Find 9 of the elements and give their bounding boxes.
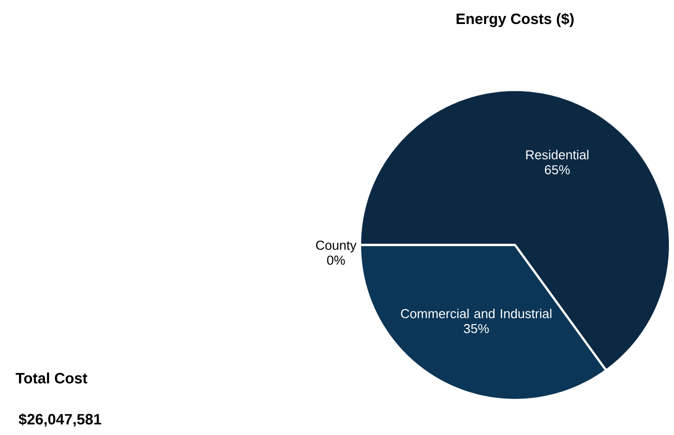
text: 0%: [327, 256, 345, 265]
text: Total Cost: [16, 372, 88, 384]
category-label: County: [316, 240, 356, 252]
text: $26,047,581: [18, 413, 102, 427]
slice-label: Residential: [526, 150, 588, 160]
slice-label: Commercial and Industrial: [401, 308, 552, 318]
data-label: 35%: [464, 324, 489, 334]
chart-title: Energy Costs ($): [456, 12, 574, 28]
data-label: 65%: [544, 165, 570, 174]
